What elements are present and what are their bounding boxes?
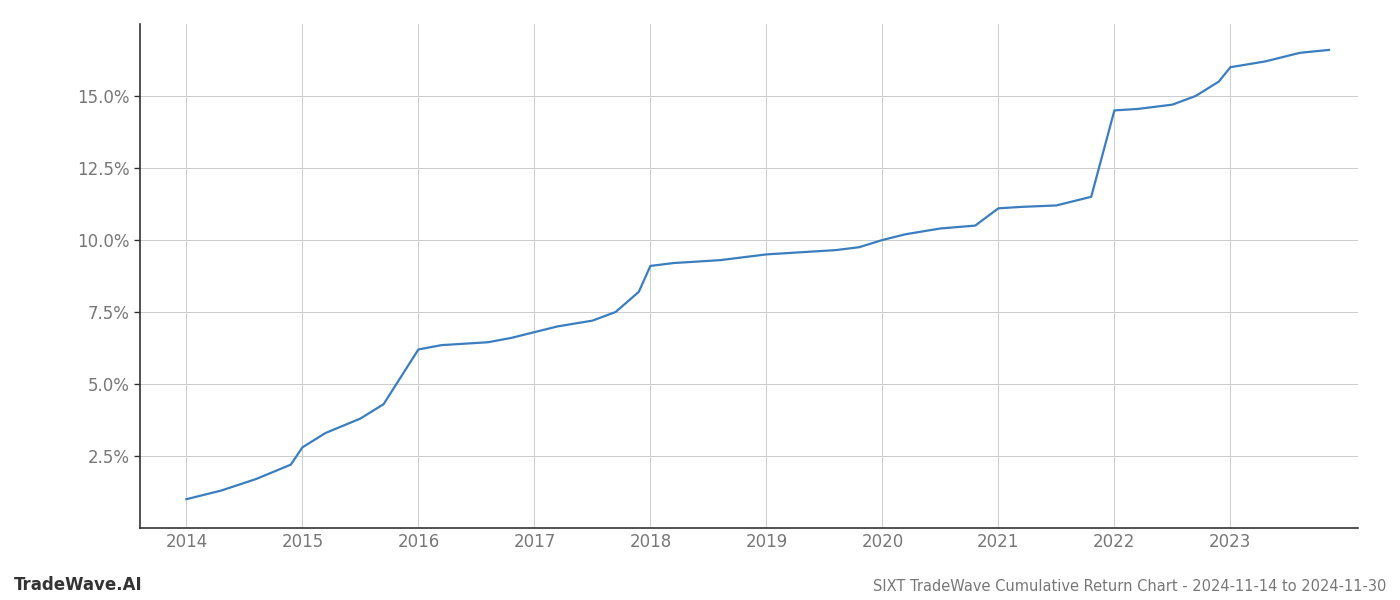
Text: SIXT TradeWave Cumulative Return Chart - 2024-11-14 to 2024-11-30: SIXT TradeWave Cumulative Return Chart -… (872, 579, 1386, 594)
Text: TradeWave.AI: TradeWave.AI (14, 576, 143, 594)
